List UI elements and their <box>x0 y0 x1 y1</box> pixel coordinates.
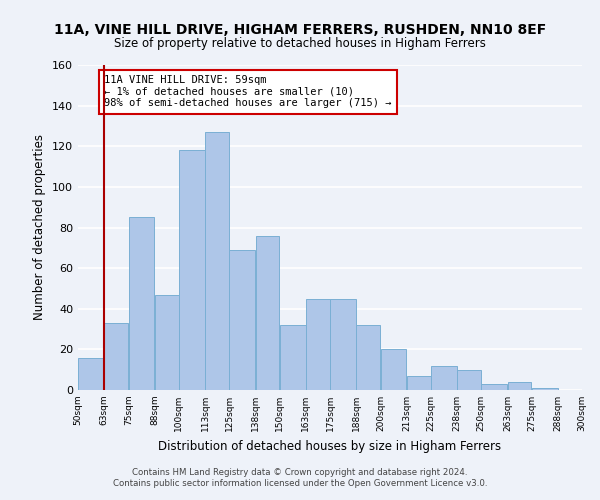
Bar <box>155 294 179 390</box>
Text: Size of property relative to detached houses in Higham Ferrers: Size of property relative to detached ho… <box>114 38 486 51</box>
Bar <box>380 350 406 390</box>
Bar <box>532 388 557 390</box>
Bar <box>179 150 205 390</box>
Bar <box>229 250 255 390</box>
Y-axis label: Number of detached properties: Number of detached properties <box>34 134 46 320</box>
Bar <box>104 323 128 390</box>
Bar <box>407 376 431 390</box>
X-axis label: Distribution of detached houses by size in Higham Ferrers: Distribution of detached houses by size … <box>158 440 502 452</box>
Bar <box>356 325 380 390</box>
Bar <box>280 325 305 390</box>
Bar <box>128 218 154 390</box>
Text: 11A, VINE HILL DRIVE, HIGHAM FERRERS, RUSHDEN, NN10 8EF: 11A, VINE HILL DRIVE, HIGHAM FERRERS, RU… <box>54 22 546 36</box>
Bar <box>78 358 104 390</box>
Bar <box>508 382 532 390</box>
Bar <box>481 384 507 390</box>
Bar <box>256 236 280 390</box>
Text: 11A VINE HILL DRIVE: 59sqm
← 1% of detached houses are smaller (10)
98% of semi-: 11A VINE HILL DRIVE: 59sqm ← 1% of detac… <box>104 75 392 108</box>
Bar <box>431 366 457 390</box>
Bar <box>306 298 330 390</box>
Bar <box>205 132 229 390</box>
Bar <box>330 298 356 390</box>
Text: Contains HM Land Registry data © Crown copyright and database right 2024.
Contai: Contains HM Land Registry data © Crown c… <box>113 468 487 487</box>
Bar <box>457 370 481 390</box>
